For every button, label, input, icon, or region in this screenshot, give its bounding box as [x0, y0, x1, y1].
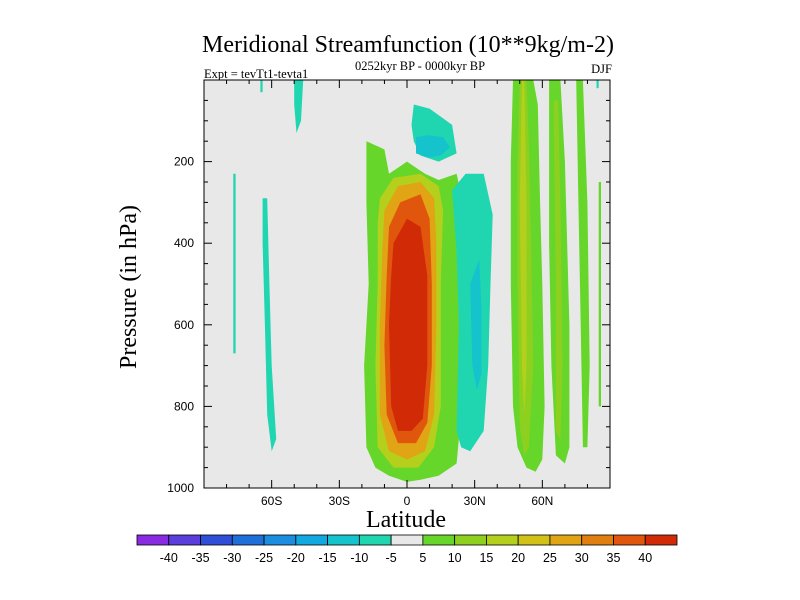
region-pos-core — [389, 218, 428, 431]
colorbar-label: 15 — [479, 551, 493, 565]
region-pos-north-inner-b — [519, 80, 527, 415]
colorbar-swatch — [549, 534, 583, 546]
region-max-south-top-b — [294, 80, 304, 133]
experiment-label: Expt = tevTt1-tevta1 — [204, 67, 308, 81]
colorbar-label: 40 — [638, 551, 652, 565]
colorbar-label: -20 — [287, 551, 305, 565]
x-tick-label: 0 — [404, 494, 411, 508]
colorbar-label: 5 — [419, 551, 426, 565]
colorbar-swatch — [231, 534, 265, 546]
region-max-south-strip-b — [262, 198, 277, 452]
region-min-core-blob-2 — [416, 135, 450, 158]
y-tick-label: 400 — [174, 236, 194, 250]
y-tick-label: 200 — [174, 155, 194, 169]
colorbar-swatch — [613, 534, 646, 546]
colorbar: -40 -35 -30 -25 -20 -15 -10 -5 5 10 15 20 25 30 35 40 — [136, 534, 678, 565]
region-pos-north-band3 — [576, 80, 590, 448]
colorbar-swatch — [581, 534, 614, 546]
colorbar-swatch — [200, 534, 233, 546]
colorbar-swatch — [517, 534, 551, 546]
y-tick-label: 600 — [174, 318, 194, 332]
colorbar-swatch — [136, 534, 170, 546]
region-min-right-inner — [470, 259, 482, 391]
contour-regions — [233, 80, 601, 482]
x-tick-label: 60S — [261, 494, 282, 508]
y-tick-label: 800 — [174, 399, 194, 413]
region-pos-north-band2-in — [553, 100, 563, 440]
colorbar-label: 25 — [543, 551, 557, 565]
colorbar-swatch — [295, 534, 328, 546]
region-max-south-strip-a — [233, 173, 236, 354]
colorbar-swatch — [644, 534, 678, 546]
colorbar-swatch — [358, 534, 392, 546]
season-label: DJF — [591, 62, 612, 76]
region-pos-north-sliver — [598, 182, 601, 407]
x-axis-label: Latitude — [366, 507, 446, 533]
colorbar-swatch — [263, 534, 297, 546]
colorbar-swatch — [168, 534, 201, 546]
colorbar-swatch — [422, 534, 456, 546]
colorbar-label: -25 — [255, 551, 273, 565]
colorbar-label: -15 — [319, 551, 337, 565]
x-tick-label: 60N — [531, 494, 553, 508]
y-axis-label: Pressure (in hPa) — [116, 205, 142, 369]
x-tick-label: 30N — [464, 494, 486, 508]
colorbar-swatch — [327, 534, 360, 546]
colorbar-label: 35 — [607, 551, 621, 565]
colorbar-label: 10 — [448, 551, 462, 565]
colorbar-swatch — [390, 534, 424, 546]
colorbar-label: -35 — [191, 551, 209, 565]
colorbar-swatch — [454, 534, 487, 546]
region-max-south-top — [260, 80, 263, 93]
chart-title: Meridional Streamfunction (10**9kg/m-2) — [202, 32, 614, 58]
axes: 200 400 600 800 1000 60S 30S 0 30N 60N — [167, 79, 611, 508]
colorbar-label: -40 — [160, 551, 178, 565]
region-pos-north-tip — [596, 80, 599, 89]
colorbar-label: 20 — [511, 551, 525, 565]
colorbar-label: -30 — [223, 551, 241, 565]
x-tick-label: 30S — [329, 494, 350, 508]
y-tick-label: 1000 — [167, 481, 194, 495]
colorbar-label: 30 — [575, 551, 589, 565]
chart-subtitle: 0252kyr BP - 0000kyr BP — [355, 59, 485, 73]
colorbar-swatch — [486, 534, 519, 546]
colorbar-label: -5 — [386, 551, 397, 565]
colorbar-label: -10 — [350, 551, 368, 565]
